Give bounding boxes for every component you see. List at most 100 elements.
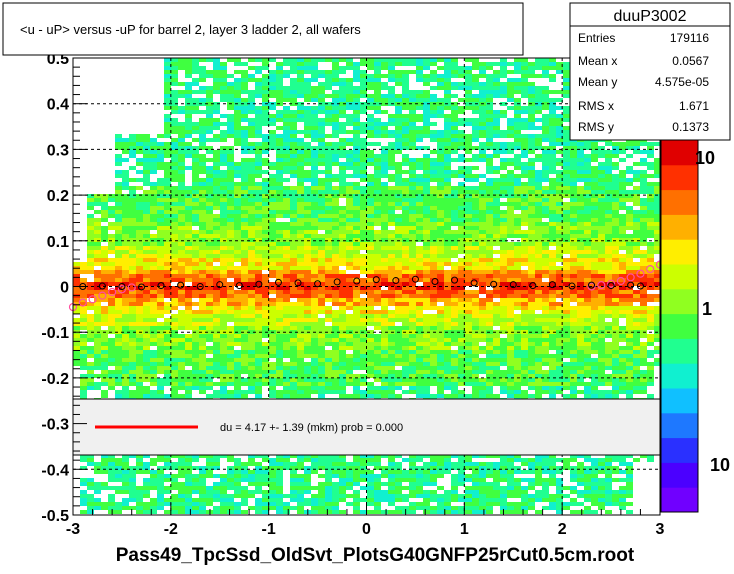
heatmap-cell — [269, 310, 276, 314]
heatmap-cell — [269, 346, 276, 350]
heatmap-cell — [122, 222, 129, 226]
heatmap-cell — [136, 510, 143, 514]
heatmap-cell — [346, 342, 353, 346]
heatmap-cell — [325, 326, 332, 330]
heatmap-cell — [437, 142, 444, 146]
heatmap-cell — [430, 266, 437, 270]
heatmap-cell — [360, 94, 367, 98]
heatmap-cell — [192, 258, 199, 262]
heatmap-cell — [325, 334, 332, 338]
heatmap-cell — [290, 214, 297, 218]
heatmap-cell — [192, 486, 199, 490]
heatmap-cell — [122, 482, 129, 486]
heatmap-cell — [206, 490, 213, 494]
heatmap-cell — [283, 466, 290, 470]
heatmap-cell — [437, 114, 444, 118]
heatmap-cell — [339, 206, 346, 210]
heatmap-cell — [304, 394, 311, 398]
heatmap-cell — [437, 234, 444, 238]
heatmap-cell — [227, 318, 234, 322]
heatmap-cell — [402, 58, 409, 62]
heatmap-cell — [115, 506, 122, 510]
heatmap-cell — [276, 178, 283, 182]
heatmap-cell — [80, 498, 87, 502]
heatmap-cell — [353, 322, 360, 326]
heatmap-cell — [234, 490, 241, 494]
heatmap-cell — [367, 210, 374, 214]
heatmap-cell — [129, 474, 136, 478]
heatmap-cell — [269, 498, 276, 502]
heatmap-cell — [262, 94, 269, 98]
heatmap-cell — [164, 86, 171, 90]
heatmap-cell — [283, 242, 290, 246]
heatmap-cell — [423, 298, 430, 302]
heatmap-cell — [423, 94, 430, 98]
heatmap-cell — [367, 490, 374, 494]
heatmap-cell — [325, 490, 332, 494]
heatmap-cell — [388, 174, 395, 178]
heatmap-cell — [108, 454, 115, 458]
heatmap-cell — [297, 334, 304, 338]
heatmap-cell — [241, 210, 248, 214]
heatmap-cell — [367, 214, 374, 218]
heatmap-cell — [199, 506, 206, 510]
heatmap-cell — [388, 310, 395, 314]
heatmap-cell — [395, 274, 402, 278]
heatmap-cell — [367, 470, 374, 474]
heatmap-cell — [395, 314, 402, 318]
heatmap-cell — [374, 142, 381, 146]
heatmap-cell — [339, 138, 346, 142]
heatmap-cell — [269, 254, 276, 258]
heatmap-cell — [164, 82, 171, 86]
heatmap-cell — [290, 346, 297, 350]
heatmap-cell — [395, 494, 402, 498]
heatmap-cell — [192, 154, 199, 158]
heatmap-cell — [206, 74, 213, 78]
heatmap-cell — [276, 454, 283, 458]
heatmap-cell — [150, 314, 157, 318]
heatmap-cell — [94, 334, 101, 338]
heatmap-cell — [276, 262, 283, 266]
heatmap-cell — [213, 66, 220, 70]
heatmap-cell — [423, 366, 430, 370]
heatmap-cell — [353, 346, 360, 350]
heatmap-cell — [423, 370, 430, 374]
heatmap-cell — [248, 102, 255, 106]
heatmap-cell — [143, 486, 150, 490]
heatmap-cell — [276, 194, 283, 198]
heatmap-cell — [241, 174, 248, 178]
heatmap-cell — [395, 338, 402, 342]
heatmap-cell — [122, 338, 129, 342]
heatmap-cell — [304, 194, 311, 198]
heatmap-cell — [178, 386, 185, 390]
heatmap-cell — [262, 158, 269, 162]
heatmap-cell — [241, 158, 248, 162]
heatmap-cell — [192, 146, 199, 150]
heatmap-cell — [178, 334, 185, 338]
heatmap-cell — [325, 238, 332, 242]
heatmap-cell — [388, 314, 395, 318]
heatmap-cell — [276, 302, 283, 306]
heatmap-cell — [227, 214, 234, 218]
heatmap-cell — [276, 490, 283, 494]
heatmap-cell — [374, 210, 381, 214]
heatmap-cell — [374, 234, 381, 238]
heatmap-cell — [297, 354, 304, 358]
heatmap-cell — [234, 134, 241, 138]
heatmap-cell — [437, 310, 444, 314]
heatmap-cell — [360, 262, 367, 266]
heatmap-cell — [325, 378, 332, 382]
heatmap-cell — [346, 382, 353, 386]
heatmap-cell — [241, 70, 248, 74]
heatmap-cell — [304, 226, 311, 230]
heatmap-cell — [367, 74, 374, 78]
heatmap-cell — [80, 366, 87, 370]
heatmap-cell — [227, 474, 234, 478]
heatmap-cell — [325, 458, 332, 462]
heatmap-cell — [332, 198, 339, 202]
heatmap-cell — [339, 314, 346, 318]
heatmap-cell — [206, 122, 213, 126]
heatmap-cell — [73, 354, 80, 358]
heatmap-cell — [115, 314, 122, 318]
heatmap-cell — [353, 266, 360, 270]
